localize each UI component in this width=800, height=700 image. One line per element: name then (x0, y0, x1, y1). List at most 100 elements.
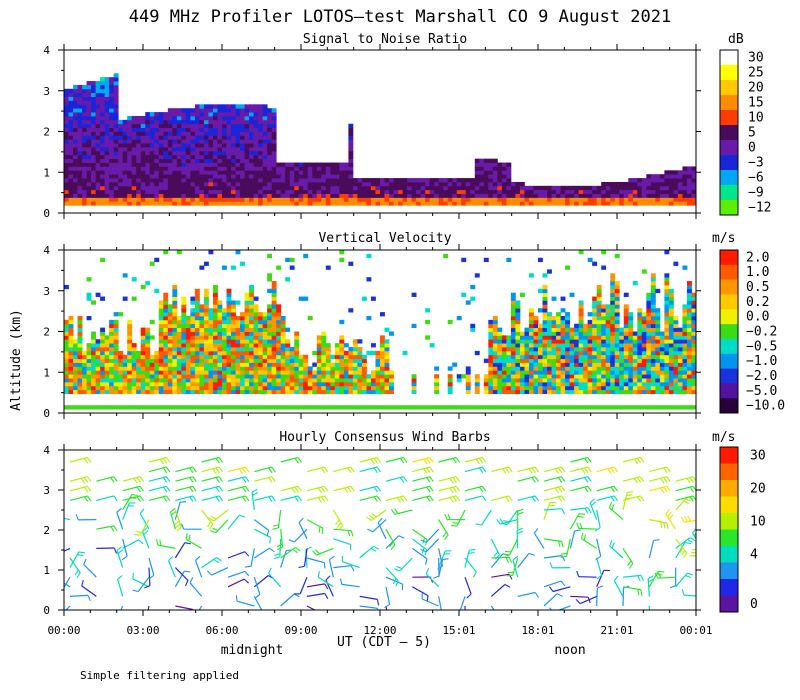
snr-cell (253, 189, 259, 194)
velocity-cell (614, 284, 620, 290)
velocity-cell (208, 354, 214, 360)
velocity-cell (515, 354, 521, 360)
velocity-cell (515, 378, 521, 383)
snr-cell (73, 139, 78, 144)
snr-cell (122, 135, 128, 140)
velocity-cell (194, 331, 200, 336)
velocity-cell (113, 319, 119, 325)
velocity-cell (185, 331, 191, 336)
velocity-cell (100, 350, 106, 356)
velocity-cell (384, 366, 390, 371)
wind-barb (543, 495, 566, 502)
velocity-cell (506, 374, 512, 379)
velocity-cell (659, 389, 665, 394)
snr-cell (240, 178, 245, 183)
velocity-cell (203, 389, 209, 394)
snr-cell (497, 201, 503, 206)
wind-barb (543, 580, 566, 588)
snr-cell (370, 201, 376, 206)
snr-cell (506, 174, 512, 179)
velocity-cell (289, 389, 295, 394)
velocity-cell (560, 315, 566, 321)
velocity-cell (194, 374, 200, 379)
velocity-cell (596, 339, 602, 344)
wind-barb (333, 538, 352, 551)
snr-cell (271, 166, 277, 171)
snr-cell (524, 197, 530, 202)
velocity-cell (226, 288, 232, 294)
snr-cell (131, 166, 137, 171)
velocity-cell (68, 366, 74, 371)
velocity-cell (100, 257, 106, 263)
velocity-cell (140, 335, 146, 340)
velocity-cell (226, 300, 232, 305)
snr-cell (348, 143, 354, 148)
snr-cell (429, 185, 435, 191)
wind-barb (175, 476, 197, 483)
snr-cell (343, 166, 349, 171)
velocity-cell (64, 284, 69, 290)
velocity-cell (443, 405, 449, 410)
snr-panel-title: Signal to Noise Ratio (303, 32, 467, 47)
velocity-cell (677, 381, 683, 387)
velocity-cell (556, 319, 561, 325)
snr-cell (461, 181, 467, 187)
velocity-cell (610, 354, 616, 360)
snr-cell (289, 178, 295, 183)
velocity-cell (637, 374, 643, 379)
snr-cell (91, 201, 96, 206)
velocity-cell (628, 370, 634, 375)
snr-cell (136, 119, 142, 125)
snr-cell (258, 174, 264, 179)
snr-cell (64, 131, 69, 136)
snr-cell (226, 189, 232, 194)
snr-cell (240, 162, 245, 167)
snr-cell (68, 115, 74, 121)
snr-cell (271, 143, 277, 148)
velocity-cell (646, 331, 652, 336)
snr-cell (267, 115, 273, 121)
snr-cell (190, 178, 196, 183)
velocity-cell (601, 343, 607, 348)
snr-cell (280, 174, 286, 179)
snr-cell (461, 189, 467, 194)
velocity-cell (158, 300, 164, 305)
velocity-cell (664, 315, 670, 321)
snr-cell (208, 127, 214, 132)
wind-barb (575, 595, 597, 605)
velocity-cell (632, 370, 638, 375)
velocity-cell (533, 385, 539, 391)
velocity-cell (506, 343, 512, 348)
snr-cell (321, 197, 327, 202)
velocity-cell (592, 327, 598, 332)
velocity-cell (181, 378, 187, 383)
snr-cell (474, 181, 480, 187)
velocity-cell (659, 350, 665, 356)
snr-cell (267, 178, 273, 183)
snr-cell (497, 174, 503, 179)
velocity-cell (488, 335, 494, 340)
velocity-cell (425, 405, 431, 410)
velocity-cell (592, 381, 598, 387)
snr-cell (217, 147, 223, 152)
velocity-cell (154, 370, 160, 375)
snr-cell (393, 197, 399, 202)
snr-cell (104, 150, 110, 156)
snr-cell (95, 123, 101, 129)
snr-cell (194, 147, 200, 152)
velocity-cell (691, 358, 696, 363)
velocity-cell (569, 343, 575, 348)
snr-cell (339, 201, 345, 206)
velocity-cell (262, 335, 268, 340)
velocity-cell (276, 381, 282, 387)
snr-cell (91, 112, 96, 117)
velocity-cell (510, 350, 516, 356)
velocity-cell (73, 350, 78, 356)
velocity-cell (587, 389, 593, 394)
velocity-cell (578, 300, 584, 305)
velocity-cell (249, 347, 254, 352)
snr-cell (497, 185, 503, 191)
snr-cell (190, 181, 196, 187)
velocity-cell (203, 319, 209, 325)
velocity-cell (240, 261, 245, 266)
